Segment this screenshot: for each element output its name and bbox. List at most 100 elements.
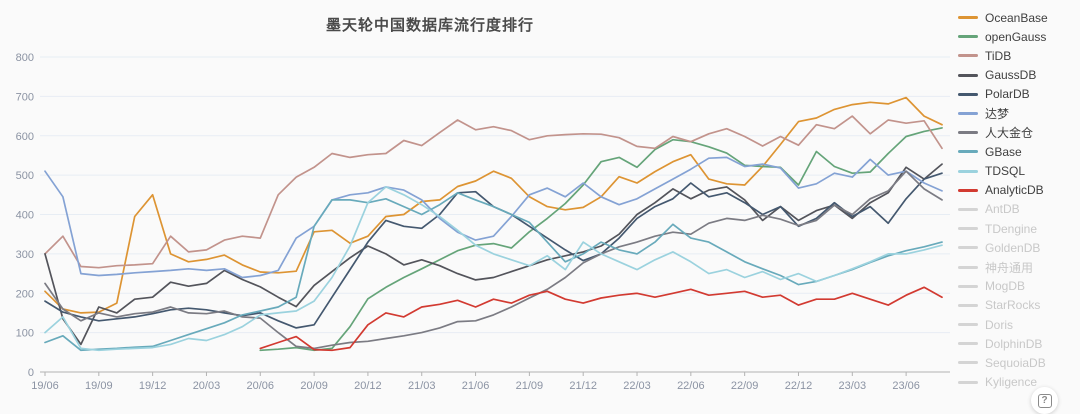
legend: OceanBase openGauss TiDB GaussDB PolarDB 达梦人大… xyxy=(958,8,1076,392)
x-axis-label: 23/03 xyxy=(839,380,867,392)
y-axis-label: 200 xyxy=(16,288,34,300)
legend-item-AnalyticDB[interactable]: AnalyticDB xyxy=(958,181,1076,200)
x-axis-label: 21/03 xyxy=(408,380,436,392)
y-axis-label: 700 xyxy=(16,91,34,103)
legend-item-GoldenDB[interactable]: GoldenDB xyxy=(958,238,1076,257)
x-axis-label: 20/06 xyxy=(247,380,275,392)
x-axis-label: 21/12 xyxy=(569,380,597,392)
legend-item-AntDB[interactable]: AntDB xyxy=(958,200,1076,219)
x-axis-label: 22/09 xyxy=(731,380,759,392)
legend-item-MogDB[interactable]: MogDB xyxy=(958,277,1076,296)
x-axis-label: 20/03 xyxy=(193,380,221,392)
legend-item-GBase[interactable]: GBase xyxy=(958,142,1076,161)
y-axis-label: 0 xyxy=(28,367,34,379)
series-line-GaussDB xyxy=(44,163,943,346)
legend-line-swatch xyxy=(958,54,978,58)
legend-label: TDengine xyxy=(985,221,1038,236)
legend-label: SequoiaDB xyxy=(985,355,1046,370)
legend-label: OceanBase xyxy=(985,10,1048,25)
legend-item-DolphinDB[interactable]: DolphinDB xyxy=(958,334,1076,353)
y-axis-label: 600 xyxy=(16,131,34,143)
series-line-达梦 xyxy=(44,156,943,279)
x-axis-label: 21/06 xyxy=(462,380,490,392)
legend-label: 人大金仓 xyxy=(985,126,1034,141)
legend-label: TiDB xyxy=(985,48,1012,63)
legend-item-StarRocks[interactable]: StarRocks xyxy=(958,296,1076,315)
x-axis-label: 22/06 xyxy=(677,380,705,392)
legend-label: GBase xyxy=(985,144,1022,159)
y-axis-label: 500 xyxy=(16,170,34,182)
legend-line-swatch xyxy=(958,361,978,365)
x-axis-label: 21/09 xyxy=(516,380,544,392)
legend-label: 达梦 xyxy=(985,107,1010,122)
legend-label: openGauss xyxy=(985,29,1047,44)
legend-item-OceanBase[interactable]: OceanBase xyxy=(958,8,1076,27)
legend-label: GoldenDB xyxy=(985,240,1041,255)
legend-item-Doris[interactable]: Doris xyxy=(958,315,1076,334)
legend-item-TiDB[interactable]: TiDB xyxy=(958,46,1076,65)
series-line-AnalyticDB xyxy=(259,286,943,352)
x-axis-label: 20/09 xyxy=(300,380,328,392)
legend-label: AnalyticDB xyxy=(985,183,1044,198)
series-line-PolarDB xyxy=(44,172,943,329)
legend-line-swatch xyxy=(958,227,978,231)
y-axis-label: 300 xyxy=(16,249,34,261)
legend-item-GaussDB[interactable]: GaussDB xyxy=(958,66,1076,85)
legend-item-TDengine[interactable]: TDengine xyxy=(958,219,1076,238)
legend-line-swatch xyxy=(958,246,978,250)
legend-line-swatch xyxy=(958,303,978,307)
legend-line-swatch xyxy=(958,16,978,20)
legend-label: GaussDB xyxy=(985,68,1037,83)
x-axis-label: 22/12 xyxy=(785,380,813,392)
legend-label: AntDB xyxy=(985,202,1020,217)
legend-label: 神舟通用 xyxy=(985,260,1034,275)
series-line-TDSQL xyxy=(44,186,943,352)
legend-label: PolarDB xyxy=(985,87,1030,102)
y-axis-label: 400 xyxy=(16,210,34,222)
legend-line-swatch xyxy=(958,73,978,77)
series-line-openGauss xyxy=(259,127,943,352)
legend-line-swatch xyxy=(958,342,978,346)
line-chart-canvas: 0 100 200 300 400 500 600 700 800 19/06 19/09 19/12… xyxy=(16,52,950,392)
y-axis-label: 800 xyxy=(16,52,34,64)
legend-item-openGauss[interactable]: openGauss xyxy=(958,27,1076,46)
series-line-人大金仓 xyxy=(44,170,943,350)
legend-line-swatch xyxy=(958,112,978,116)
legend-item-Kyligence[interactable]: Kyligence xyxy=(958,373,1076,392)
x-axis-label: 19/12 xyxy=(139,380,167,392)
legend-line-swatch xyxy=(958,150,978,154)
legend-label: Doris xyxy=(985,317,1014,332)
legend-item-PolarDB[interactable]: PolarDB xyxy=(958,85,1076,104)
legend-item-人大金仓[interactable]: 人大金仓 xyxy=(958,123,1076,142)
x-axis-label: 22/03 xyxy=(623,380,651,392)
x-axis-label: 19/06 xyxy=(31,380,59,392)
legend-label: StarRocks xyxy=(985,298,1041,313)
legend-line-swatch xyxy=(958,131,978,135)
question-mark-icon: ? xyxy=(1037,393,1052,408)
legend-line-swatch xyxy=(958,92,978,96)
legend-line-swatch xyxy=(958,323,978,327)
legend-item-神舟通用[interactable]: 神舟通用 xyxy=(958,257,1076,276)
legend-line-swatch xyxy=(958,265,978,269)
y-axis-label: 100 xyxy=(16,328,34,340)
series-line-TiDB xyxy=(44,115,943,269)
legend-line-swatch xyxy=(958,284,978,288)
legend-item-SequoiaDB[interactable]: SequoiaDB xyxy=(958,353,1076,372)
legend-line-swatch xyxy=(958,207,978,211)
legend-line-swatch xyxy=(958,188,978,192)
legend-line-swatch xyxy=(958,380,978,384)
legend-line-swatch xyxy=(958,35,978,39)
series-line-OceanBase xyxy=(44,96,943,314)
chart-title: 墨天轮中国数据库流行度排行 xyxy=(325,17,535,34)
legend-label: TDSQL xyxy=(985,164,1026,179)
legend-item-TDSQL[interactable]: TDSQL xyxy=(958,162,1076,181)
legend-item-达梦[interactable]: 达梦 xyxy=(958,104,1076,123)
series-line-GBase xyxy=(44,191,943,352)
x-axis-label: 19/09 xyxy=(85,380,113,392)
x-axis-label: 20/12 xyxy=(354,380,382,392)
x-axis-label: 23/06 xyxy=(892,380,920,392)
chart-area: 0 100 200 300 400 500 600 700 800 19/06 19/09 19/12… xyxy=(16,17,950,392)
legend-label: MogDB xyxy=(985,279,1026,294)
help-button[interactable]: ? xyxy=(1031,387,1058,414)
legend-line-swatch xyxy=(958,169,978,173)
